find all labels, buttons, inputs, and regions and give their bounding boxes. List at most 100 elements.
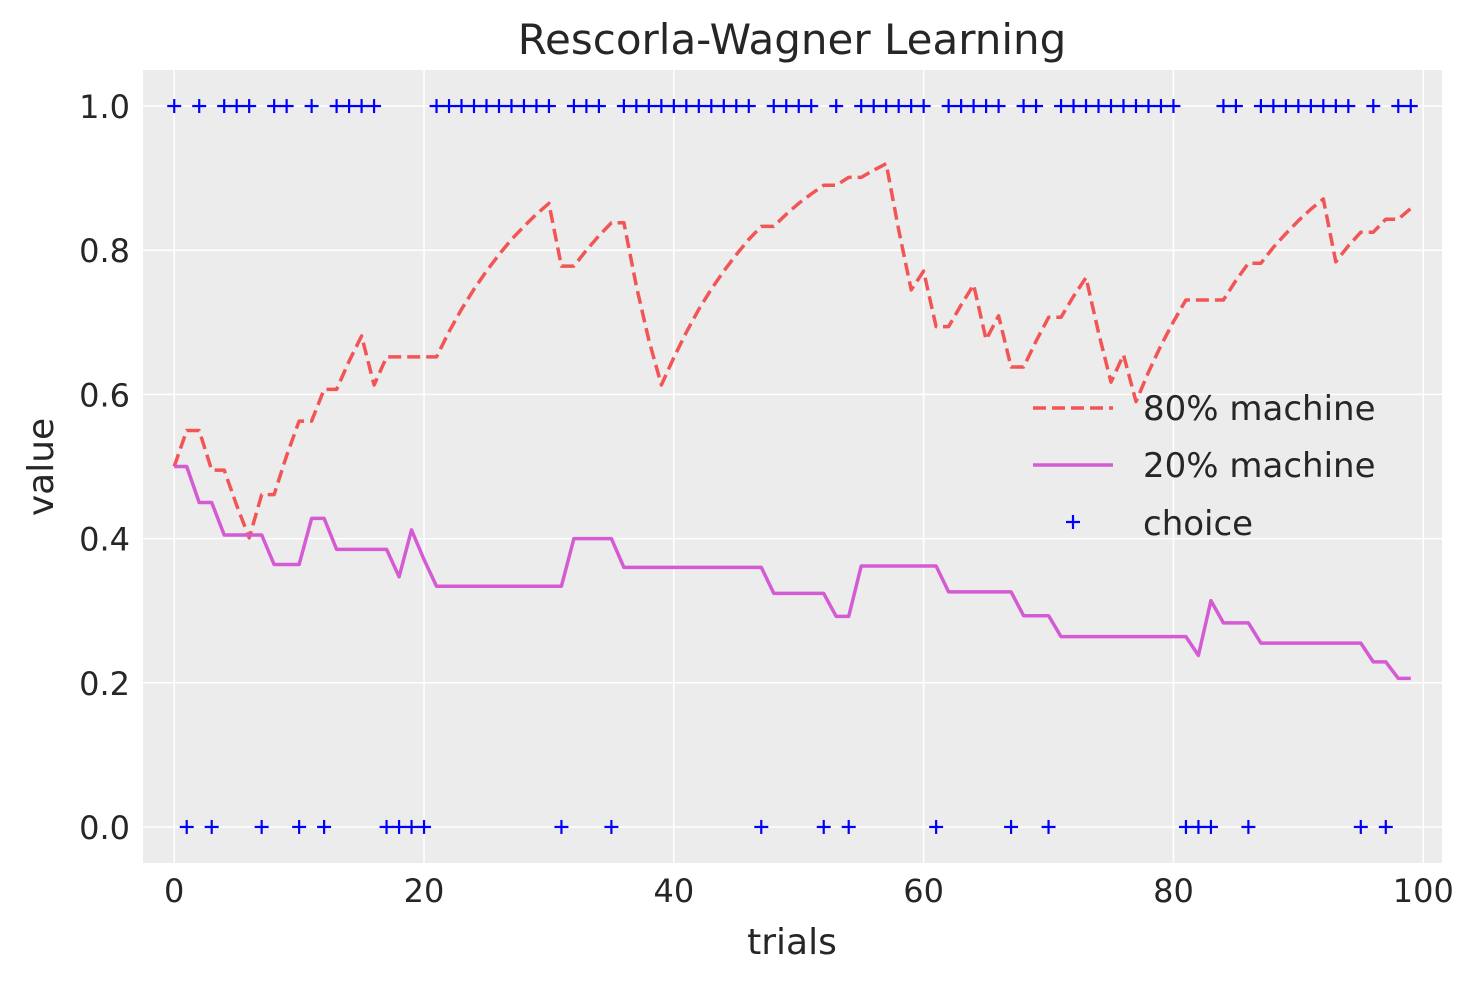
- choice-marker: [304, 99, 319, 114]
- choice-marker: [1104, 99, 1119, 114]
- choice-marker: [829, 99, 844, 114]
- choice-marker: [229, 99, 244, 114]
- choice-marker: [1403, 99, 1418, 114]
- tick-labels: 0 20 40 60 80 100 0.0 0.2 0.4 0.6 0.8 1.0: [79, 88, 1454, 910]
- choice-marker: [429, 99, 444, 114]
- y-axis-label: value: [21, 418, 62, 516]
- series-layer: [167, 99, 1418, 834]
- choice-marker: [866, 99, 881, 114]
- choice-marker: [666, 99, 681, 114]
- y-tick-label: 0.0: [79, 809, 130, 847]
- choice-marker: [1091, 99, 1106, 114]
- choice-marker: [1291, 99, 1306, 114]
- x-tick-label: 20: [404, 872, 445, 910]
- legend-label-choice: choice: [1143, 504, 1253, 544]
- choice-marker: [317, 819, 332, 834]
- choice-marker: [766, 99, 781, 114]
- choice-marker: [1079, 99, 1094, 114]
- choice-marker: [242, 99, 257, 114]
- choice-marker: [1153, 99, 1168, 114]
- choice-marker: [192, 99, 207, 114]
- choice-marker: [1303, 99, 1318, 114]
- choice-marker: [954, 99, 969, 114]
- choice-marker: [566, 99, 581, 114]
- choice-marker: [1228, 99, 1243, 114]
- choice-marker: [891, 99, 906, 114]
- plot-area: [143, 70, 1442, 863]
- choice-marker: [729, 99, 744, 114]
- chart-title: Rescorla-Wagner Learning: [518, 15, 1067, 64]
- choice-marker: [367, 99, 382, 114]
- series-line-20-machine: [174, 464, 1411, 681]
- choice-marker: [1353, 819, 1368, 834]
- choice-marker: [916, 99, 931, 114]
- choice-marker: [167, 99, 182, 114]
- choice-marker: [1253, 99, 1268, 114]
- choice-marker: [1116, 99, 1131, 114]
- choice-marker: [579, 99, 594, 114]
- choice-marker: [504, 99, 519, 114]
- choice-marker: [1266, 99, 1281, 114]
- choice-marker: [1391, 99, 1406, 114]
- choice-marker: [929, 819, 944, 834]
- legend-label-20-machine: 20% machine: [1143, 446, 1376, 486]
- choice-marker: [679, 99, 694, 114]
- choice-marker: [404, 819, 419, 834]
- choice-marker: [1166, 99, 1181, 114]
- choice-marker: [816, 819, 831, 834]
- choice-marker: [1041, 819, 1056, 834]
- choice-marker: [966, 99, 981, 114]
- choice-marker: [354, 99, 369, 114]
- choice-marker: [841, 819, 856, 834]
- choice-marker: [292, 819, 307, 834]
- choice-marker: [691, 99, 706, 114]
- x-tick-label: 60: [903, 872, 944, 910]
- choice-marker: [454, 99, 469, 114]
- choice-marker: [516, 99, 531, 114]
- choice-marker: [1366, 99, 1381, 114]
- x-tick-label: 100: [1393, 872, 1454, 910]
- choice-marker: [941, 99, 956, 114]
- choice-marker: [716, 99, 731, 114]
- choice-marker: [1191, 819, 1206, 834]
- choice-marker: [1054, 99, 1069, 114]
- choice-marker: [554, 819, 569, 834]
- x-axis-label: trials: [747, 922, 837, 963]
- choice-marker: [1216, 99, 1231, 114]
- choice-marker: [979, 99, 994, 114]
- choice-marker: [329, 99, 344, 114]
- choice-marker: [904, 99, 919, 114]
- choice-marker: [604, 819, 619, 834]
- x-tick-label: 0: [164, 872, 184, 910]
- choice-marker: [279, 99, 294, 114]
- choice-marker: [217, 99, 232, 114]
- choice-marker: [541, 99, 556, 114]
- choice-marker: [1328, 99, 1343, 114]
- choice-marker: [654, 99, 669, 114]
- choice-marker: [791, 99, 806, 114]
- choice-marker: [1178, 819, 1193, 834]
- legend-choice-marker: [1066, 515, 1080, 529]
- choice-marker: [1203, 819, 1218, 834]
- choice-marker: [1016, 99, 1031, 114]
- choice-marker: [204, 819, 219, 834]
- y-tick-label: 1.0: [79, 88, 130, 126]
- choice-marker: [1316, 99, 1331, 114]
- choice-marker: [1241, 819, 1256, 834]
- y-tick-label: 0.4: [79, 521, 130, 559]
- choice-marker: [1128, 99, 1143, 114]
- choice-marker: [1141, 99, 1156, 114]
- choice-marker: [267, 99, 282, 114]
- legend-swatch-choice: [1066, 515, 1080, 529]
- choice-marker: [466, 99, 481, 114]
- choice-marker: [854, 99, 869, 114]
- choice-marker: [629, 99, 644, 114]
- choice-marker: [779, 99, 794, 114]
- choice-marker: [991, 99, 1006, 114]
- choice-marker: [741, 99, 756, 114]
- choice-marker: [879, 99, 894, 114]
- choice-marker: [254, 819, 269, 834]
- choice-marker: [804, 99, 819, 114]
- choice-marker: [1066, 99, 1081, 114]
- legend: 80% machine 20% machine choice: [1033, 389, 1376, 544]
